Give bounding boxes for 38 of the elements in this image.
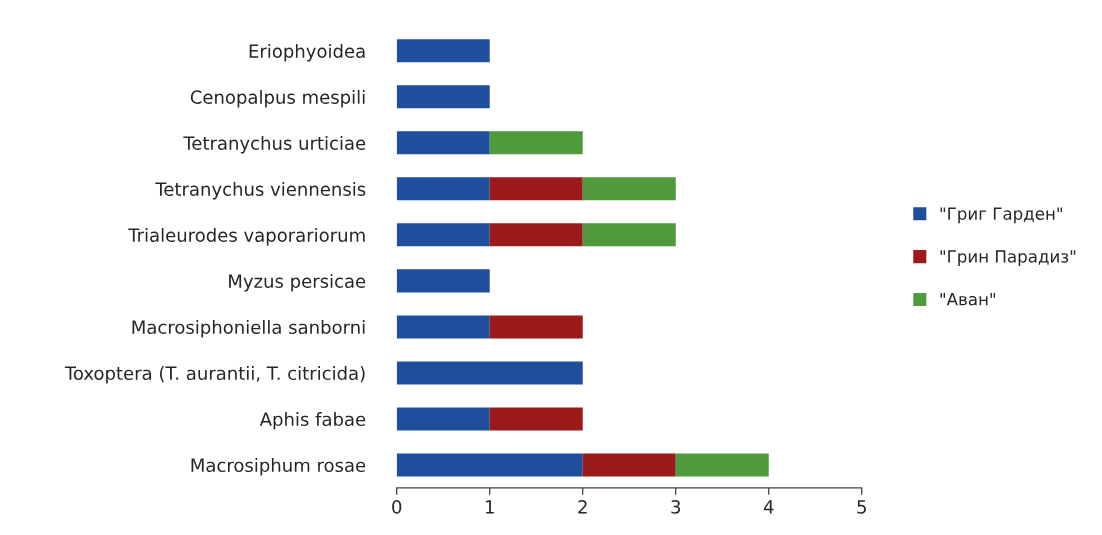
x-tick-label: 0 [392, 500, 402, 514]
y-tick-label: Aphis fabae [259, 412, 366, 430]
x-tick-label: 2 [578, 500, 587, 514]
legend-label: "Григ Гарден" [940, 207, 1062, 224]
bar [396, 269, 490, 293]
y-tick-label: Eriophyoidea [249, 43, 365, 62]
bar [396, 177, 490, 201]
legend-label: "Грин Парадиз" [940, 250, 1076, 266]
y-tick-label: Toxoptera (T. aurantii, T. citricida) [64, 366, 365, 384]
bar [489, 315, 583, 339]
bar [489, 177, 583, 201]
bar [582, 177, 676, 201]
y-tick-label: Trialeurodes vaporariorum [128, 228, 365, 246]
y-tick-label: Macrosiphum rosae [191, 458, 366, 476]
y-tick-label: Cenopalpus mespili [190, 89, 365, 108]
bar [396, 361, 583, 385]
y-tick-label: Myzus persicae [229, 274, 366, 292]
bar [396, 131, 490, 155]
bar [396, 407, 490, 431]
bar [396, 453, 583, 477]
x-tick-label: 1 [485, 500, 494, 514]
bar [396, 315, 490, 339]
x-tick-label: 5 [857, 500, 866, 514]
y-tick-label: Tetranychus urticiae [183, 135, 366, 154]
bar [396, 39, 490, 63]
bar [489, 223, 583, 247]
legend-label: "Аван" [940, 293, 996, 306]
bar [582, 223, 676, 247]
bar [396, 85, 490, 109]
x-tick-label: 3 [671, 500, 681, 514]
y-tick-label: Macrosiphoniella sanborni [132, 320, 365, 338]
bar [489, 407, 583, 431]
bar [396, 223, 490, 247]
bar [675, 453, 769, 477]
bar [489, 131, 583, 155]
x-tick-label: 4 [763, 500, 774, 514]
y-tick-label: Tetranychus viennensis [155, 182, 366, 200]
bar [582, 453, 676, 477]
